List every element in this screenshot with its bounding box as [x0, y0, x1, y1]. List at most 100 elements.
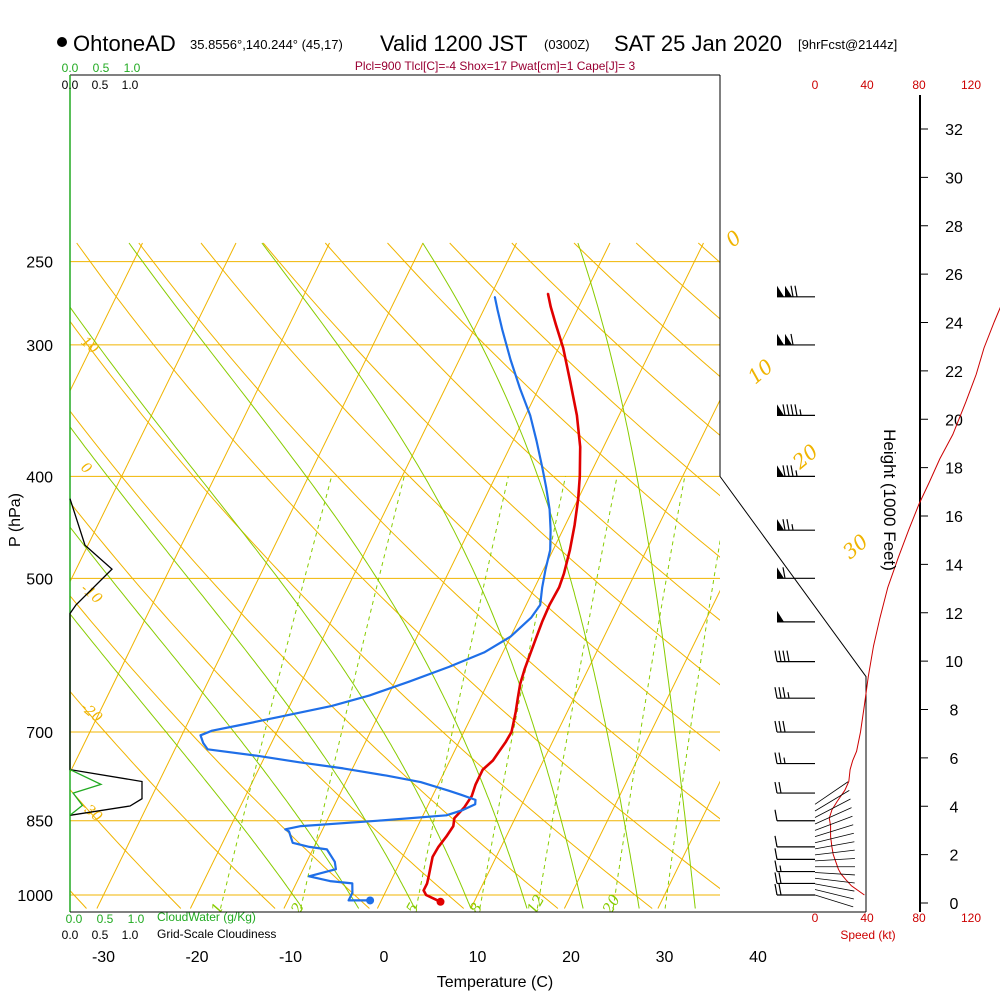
moist-adiabat-line — [128, 242, 528, 909]
wind-barb-lowlevel — [814, 798, 851, 818]
temperature-point — [579, 475, 581, 478]
temperature-tick-label: 20 — [562, 949, 580, 966]
dewpoint-point — [211, 729, 213, 732]
wind-barb-pennant — [777, 519, 784, 531]
wind-barb-flag — [786, 650, 790, 662]
temperature-profile-line — [422, 293, 582, 903]
wind-barb-flag — [782, 404, 786, 416]
dewpoint-point — [549, 529, 552, 531]
station-name: OhtoneAD — [73, 31, 176, 56]
surface-dewpoint-marker — [366, 896, 375, 905]
pressure-tick-label: 400 — [26, 469, 53, 486]
height-tick-label: 14 — [945, 557, 963, 574]
isotherm-line — [845, 243, 1000, 909]
sounding-profiles — [199, 292, 582, 906]
height-tick-label: 0 — [950, 896, 959, 913]
height-tick-label: 6 — [950, 751, 959, 768]
mixing-ratio-label: 2 — [287, 900, 308, 918]
cloud-water-label: CloudWater (g/Kg) — [157, 910, 256, 924]
wind-barb-half-flag — [799, 409, 802, 416]
cloudiness-bottom-tick: 0.0 — [62, 928, 79, 942]
dry-adiabat-line — [324, 242, 720, 621]
temperature-point — [505, 740, 507, 743]
wind-barb-lowlevel — [814, 894, 854, 908]
temperature-tick-label: -10 — [279, 949, 302, 966]
wind-barb-flag — [778, 650, 782, 662]
dewpoint-point — [419, 781, 422, 783]
valid-time: Valid 1200 JST — [380, 31, 528, 56]
pressure-tick-label: 700 — [26, 725, 53, 742]
temperature-point — [445, 835, 448, 838]
mixing-ratio-line — [536, 476, 618, 909]
dewpoint-point — [529, 414, 531, 417]
temperature-point — [425, 894, 427, 896]
mixing-ratio-line — [300, 476, 405, 909]
dry-adiabat-label: -10 — [77, 581, 105, 608]
wind-barb-flag — [774, 650, 778, 662]
dewpoint-point — [509, 635, 512, 638]
isotherm-line — [96, 242, 424, 909]
wind-barb-flag — [790, 465, 794, 477]
dewpoint-point — [509, 359, 512, 361]
dry-adiabat-line — [70, 788, 182, 909]
dewpoint-point — [288, 830, 290, 833]
height-tick-label: 10 — [945, 654, 963, 671]
moist-adiabat-line — [261, 242, 584, 909]
cloudiness-top-tick: 1.0 — [122, 78, 139, 92]
dewpoint-point — [291, 842, 294, 844]
wind-barb-half-flag — [783, 757, 786, 764]
wind-barb-flag — [778, 883, 782, 896]
temperature-tick-label: -30 — [92, 949, 115, 966]
temperature-point — [431, 856, 434, 858]
wind-barb-lowlevel — [814, 832, 854, 844]
dewpoint-point — [530, 616, 532, 619]
isotherm-line — [283, 242, 611, 909]
y-axis-label: P (hPa) — [7, 493, 24, 547]
isotherm-label: 0 — [721, 225, 746, 252]
frame-right-diagonal — [719, 476, 867, 912]
wind-barb-pennant — [785, 285, 792, 297]
dewpoint-point — [342, 767, 345, 770]
wind-barb-pennant — [777, 333, 784, 345]
height-tick-label: 28 — [945, 219, 963, 236]
wind-barb-flag — [774, 883, 778, 896]
pressure-tick-label: 1000 — [17, 888, 53, 905]
dewpoint-point — [335, 868, 337, 870]
wind-speed-label: Speed (kt) — [840, 928, 895, 942]
dewpoint-point — [326, 848, 328, 851]
wind-barb-flag — [782, 650, 786, 662]
moist-adiabat-line — [70, 526, 360, 909]
temperature-point — [576, 414, 578, 417]
temperature-point — [558, 586, 560, 589]
dewpoint-point — [541, 586, 543, 589]
wind-barb-pennant — [777, 610, 784, 622]
dewpoint-point — [206, 748, 209, 751]
wind-barb-flag — [778, 872, 782, 884]
wind-barb-half-flag — [779, 865, 782, 872]
height-tick-label: 26 — [945, 267, 963, 284]
isotherm-label: 20 — [787, 439, 823, 475]
temperature-point — [573, 524, 576, 526]
dry-adiabat-label: 0 — [77, 459, 94, 477]
isotherm-line — [376, 242, 704, 909]
cloudiness-top-tick: 0.0 — [62, 78, 79, 92]
pressure-tick-label: 250 — [26, 255, 53, 272]
moist-adiabat-line — [70, 426, 416, 909]
temperature-tick-label: 10 — [469, 949, 487, 966]
wind-barb-flag — [774, 860, 778, 872]
temperature-point — [437, 846, 440, 848]
isotherm-line — [189, 242, 517, 909]
wind-barb-flag — [774, 752, 778, 764]
isotherm-line — [70, 242, 330, 774]
mixing-ratio-line — [612, 476, 686, 909]
temperature-point — [471, 795, 473, 797]
dewpoint-point — [347, 899, 350, 902]
height-tick-label: 16 — [945, 509, 963, 526]
height-tick-label: 22 — [945, 364, 963, 381]
temperature-tick-label: -20 — [185, 949, 208, 966]
dry-adiabat-line — [70, 595, 370, 909]
pressure-tick-label: 500 — [26, 571, 53, 588]
valid-date: SAT 25 Jan 2020 — [614, 31, 782, 56]
